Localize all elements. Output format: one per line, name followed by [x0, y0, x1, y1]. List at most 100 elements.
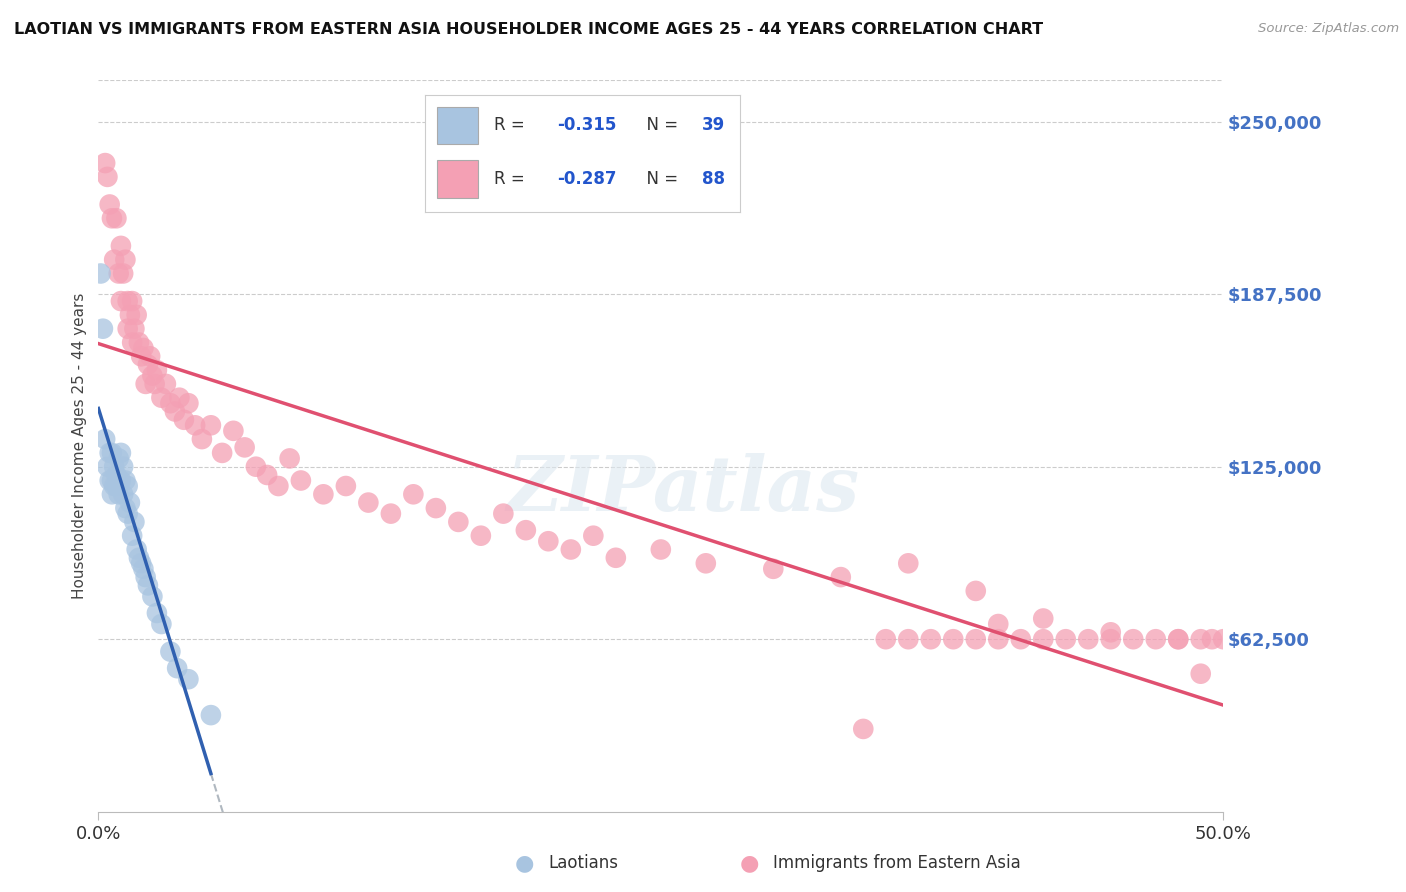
Point — [101, 487, 124, 501]
Point — [118, 308, 141, 322]
Point — [166, 661, 188, 675]
Point — [124, 321, 146, 335]
Point — [98, 197, 121, 211]
Point — [1010, 632, 1032, 647]
Point — [650, 542, 672, 557]
Point — [101, 474, 124, 488]
Point — [112, 487, 135, 501]
Point — [1032, 611, 1054, 625]
Point — [121, 335, 143, 350]
Point — [515, 523, 537, 537]
Point — [335, 479, 357, 493]
Point — [103, 459, 125, 474]
Point — [1167, 632, 1189, 647]
Point — [605, 550, 627, 565]
Text: LAOTIAN VS IMMIGRANTS FROM EASTERN ASIA HOUSEHOLDER INCOME AGES 25 - 44 YEARS CO: LAOTIAN VS IMMIGRANTS FROM EASTERN ASIA … — [14, 22, 1043, 37]
Point — [1122, 632, 1144, 647]
Point — [184, 418, 207, 433]
Point — [132, 562, 155, 576]
Point — [245, 459, 267, 474]
Point — [143, 376, 166, 391]
Text: ●: ● — [515, 854, 534, 873]
Point — [897, 632, 920, 647]
Point — [1032, 632, 1054, 647]
Point — [121, 294, 143, 309]
Point — [112, 267, 135, 281]
Point — [110, 294, 132, 309]
Point — [91, 321, 114, 335]
Point — [1201, 632, 1223, 647]
Point — [110, 474, 132, 488]
Point — [537, 534, 560, 549]
Text: Immigrants from Eastern Asia: Immigrants from Eastern Asia — [773, 855, 1021, 872]
Point — [139, 349, 162, 363]
Point — [105, 479, 128, 493]
Point — [110, 446, 132, 460]
Point — [256, 467, 278, 482]
Point — [128, 335, 150, 350]
Point — [1189, 632, 1212, 647]
Point — [135, 376, 157, 391]
Point — [470, 529, 492, 543]
Point — [129, 349, 152, 363]
Point — [90, 267, 112, 281]
Point — [1077, 632, 1099, 647]
Point — [125, 308, 148, 322]
Point — [114, 474, 136, 488]
Point — [278, 451, 301, 466]
Text: ZIPatlas: ZIPatlas — [506, 453, 860, 527]
Point — [101, 211, 124, 226]
Point — [191, 432, 214, 446]
Point — [357, 495, 380, 509]
Point — [107, 487, 129, 501]
Point — [380, 507, 402, 521]
Point — [402, 487, 425, 501]
Point — [136, 358, 159, 372]
Point — [124, 515, 146, 529]
Text: ●: ● — [740, 854, 759, 873]
Point — [155, 376, 177, 391]
Point — [125, 542, 148, 557]
Point — [96, 459, 118, 474]
Point — [94, 156, 117, 170]
Text: Laotians: Laotians — [548, 855, 619, 872]
Point — [762, 562, 785, 576]
Point — [159, 396, 181, 410]
Point — [150, 617, 173, 632]
Point — [312, 487, 335, 501]
Point — [112, 459, 135, 474]
Point — [852, 722, 875, 736]
Point — [875, 632, 897, 647]
Point — [101, 446, 124, 460]
Point — [1189, 666, 1212, 681]
Point — [98, 474, 121, 488]
Point — [98, 446, 121, 460]
Point — [897, 557, 920, 571]
Point — [200, 708, 222, 723]
Point — [121, 529, 143, 543]
Point — [1099, 632, 1122, 647]
Point — [118, 495, 141, 509]
Point — [942, 632, 965, 647]
Point — [105, 211, 128, 226]
Point — [830, 570, 852, 584]
Text: Source: ZipAtlas.com: Source: ZipAtlas.com — [1258, 22, 1399, 36]
Point — [1167, 632, 1189, 647]
Point — [965, 632, 987, 647]
Point — [159, 645, 181, 659]
Y-axis label: Householder Income Ages 25 - 44 years: Householder Income Ages 25 - 44 years — [72, 293, 87, 599]
Point — [1144, 632, 1167, 647]
Point — [560, 542, 582, 557]
Point — [492, 507, 515, 521]
Point — [117, 294, 139, 309]
Point — [163, 404, 186, 418]
Point — [141, 590, 163, 604]
Point — [117, 507, 139, 521]
Point — [94, 432, 117, 446]
Point — [290, 474, 312, 488]
Point — [920, 632, 942, 647]
Point — [150, 391, 173, 405]
Point — [177, 672, 200, 686]
Point — [129, 557, 152, 571]
Point — [107, 451, 129, 466]
